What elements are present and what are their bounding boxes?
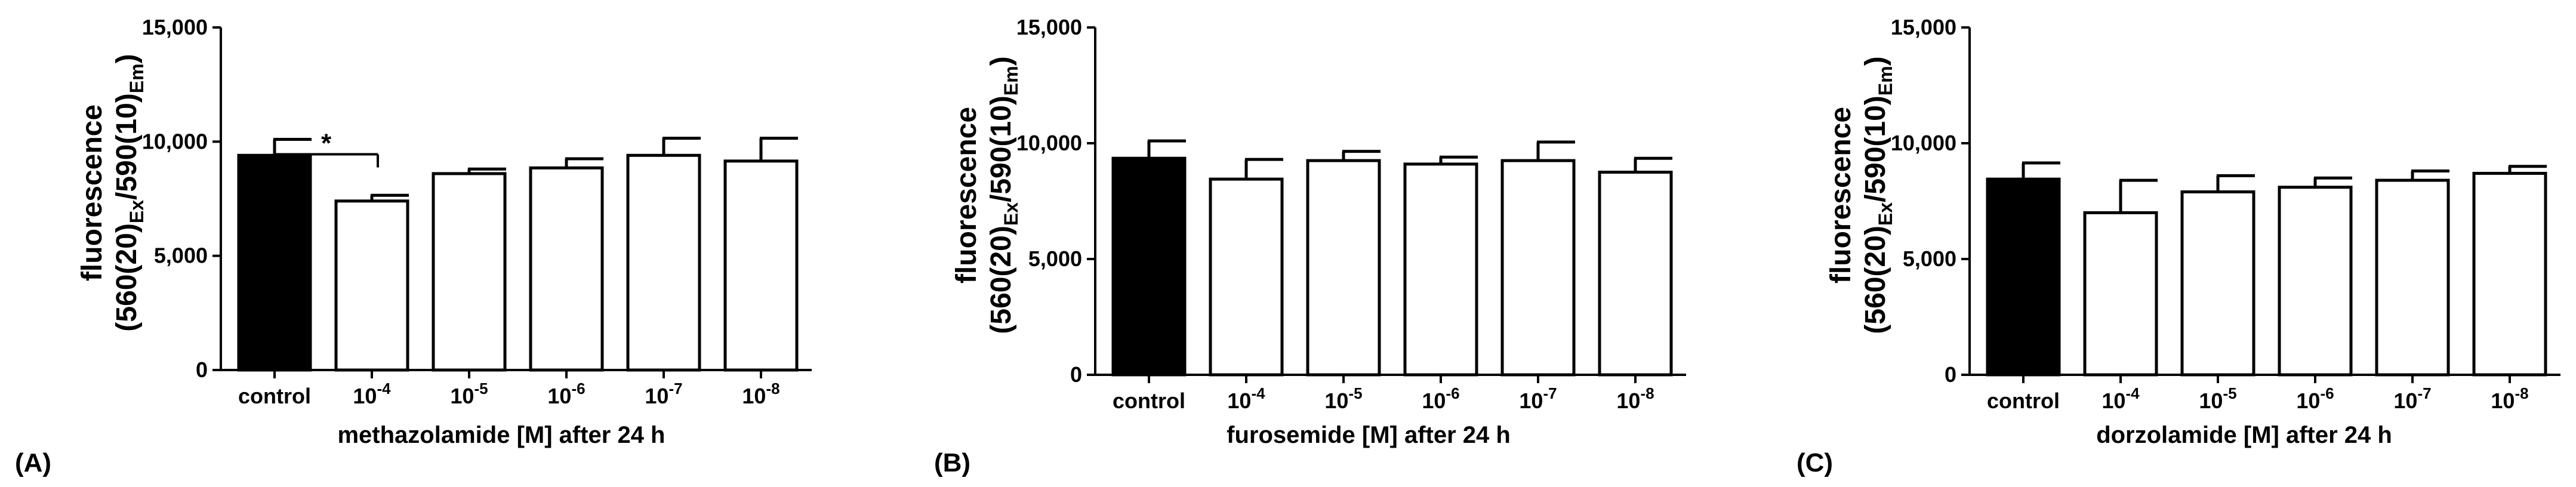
- x-tick-label: 10-7: [2393, 384, 2431, 413]
- x-axis-label: methazolamide [M] after 24 h: [337, 422, 665, 448]
- bar: [2472, 171, 2547, 377]
- bar: [2278, 186, 2353, 377]
- y-axis-label-line2: (560(20)Ex/590(10)Em): [1860, 56, 1896, 334]
- bar: [626, 153, 701, 372]
- bar: [1986, 177, 2061, 377]
- x-tick-label: control: [1987, 389, 2060, 413]
- y-tick-label: 15,000: [1891, 15, 1956, 39]
- x-tick-label: control: [1113, 389, 1185, 413]
- bar: [1111, 156, 1187, 377]
- panel-label: (C): [1797, 448, 1833, 477]
- y-tick-label: 15,000: [142, 15, 208, 39]
- x-tick-label: 10-4: [1227, 384, 1265, 413]
- x-tick-label: 10-6: [2296, 384, 2334, 413]
- y-tick-label: 0: [1945, 362, 1956, 387]
- y-tick-label: 5,000: [1028, 246, 1082, 271]
- y-axis-label-line1: fluorescence: [76, 104, 108, 281]
- bar: [237, 153, 312, 372]
- panel-label: (B): [934, 448, 970, 477]
- y-tick-label: 10,000: [142, 129, 208, 153]
- bar: [1209, 177, 1284, 377]
- y-tick-label: 0: [196, 357, 208, 382]
- y-axis-label-line2: (560(20)Ex/590(10)Em): [985, 56, 1022, 334]
- y-tick-label: 10,000: [1016, 131, 1082, 155]
- bar: [1598, 171, 1673, 377]
- bar: [2083, 211, 2158, 377]
- x-tick-label: 10-8: [2491, 384, 2528, 413]
- x-axis-label: dorzolamide [M] after 24 h: [2096, 422, 2392, 448]
- bar: [1403, 162, 1478, 377]
- x-tick-label: 10-6: [547, 380, 585, 408]
- y-axis-label-line2: (560(20)Ex/590(10)Em): [111, 54, 147, 331]
- y-tick-label: 5,000: [1903, 246, 1956, 271]
- x-axis-label: furosemide [M] after 24 h: [1227, 422, 1511, 448]
- bar: [529, 166, 604, 372]
- x-tick-label: 10-8: [1616, 384, 1654, 413]
- bar: [1306, 159, 1381, 377]
- y-axis-label-line1: fluorescence: [951, 107, 982, 283]
- significance-star: *: [321, 129, 332, 158]
- y-tick-label: 10,000: [1891, 131, 1956, 155]
- bar: [723, 159, 799, 372]
- y-axis-label: fluorescence (560(20)Ex/590(10)Em): [1825, 56, 1896, 334]
- bar: [1500, 159, 1576, 377]
- chart-panel-c: 0 5,000 10,000 15,000 control 10-4 10-5 10-6 10-…: [1797, 15, 2560, 477]
- y-axis-label-line1: fluorescence: [1825, 107, 1857, 283]
- chart-panel-b: 0 5,000 10,000 15,000 control 10-4 10-5 10-6 10-…: [934, 15, 1686, 477]
- bar: [334, 199, 409, 372]
- panel-label: (A): [15, 448, 51, 477]
- y-axis-label: fluorescence (560(20)Ex/590(10)Em): [76, 54, 147, 331]
- x-tick-label: 10-7: [1519, 384, 1557, 413]
- x-tick-label: 10-5: [450, 380, 488, 408]
- x-tick-label: 10-4: [353, 380, 391, 408]
- bar: [432, 172, 507, 372]
- x-tick-label: 10-8: [742, 380, 779, 408]
- chart-panel-a: 0 5,000 10,000 15,000 control 10-4 10-5 10-6 10-…: [15, 15, 812, 477]
- bar: [2180, 190, 2255, 377]
- y-axis-label: fluorescence (560(20)Ex/590(10)Em): [951, 56, 1022, 334]
- x-tick-label: 10-5: [2199, 384, 2236, 413]
- y-tick-label: 5,000: [154, 244, 208, 268]
- y-tick-label: 0: [1070, 362, 1082, 387]
- x-tick-label: 10-5: [1324, 384, 1362, 413]
- x-tick-label: control: [238, 384, 311, 408]
- x-tick-label: 10-7: [645, 380, 682, 408]
- y-tick-label: 15,000: [1016, 15, 1082, 39]
- x-tick-label: 10-4: [2102, 384, 2140, 413]
- x-tick-label: 10-6: [1422, 384, 1459, 413]
- bar: [2375, 178, 2450, 377]
